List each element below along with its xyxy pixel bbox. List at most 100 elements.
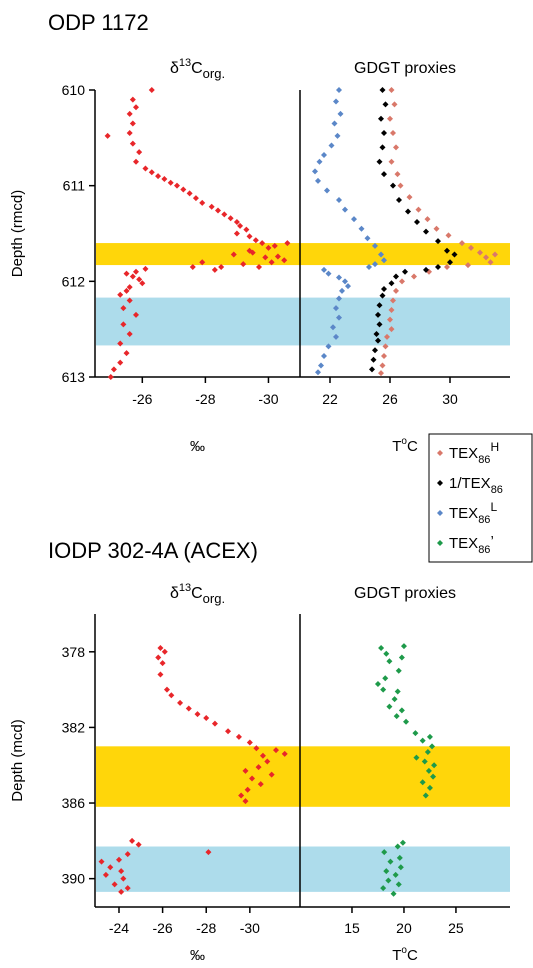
data-point xyxy=(383,650,390,657)
data-point xyxy=(316,158,323,165)
data-point xyxy=(379,362,386,369)
data-point xyxy=(257,781,264,788)
data-point xyxy=(208,203,215,210)
data-point xyxy=(218,263,225,270)
data-point xyxy=(411,273,417,280)
data-point xyxy=(161,175,168,182)
data-point xyxy=(424,216,431,223)
data-point xyxy=(423,266,429,273)
data-point xyxy=(133,158,139,165)
data-point xyxy=(124,851,131,858)
x-axis-label-permil: ‰ xyxy=(190,438,205,455)
data-point xyxy=(194,711,201,718)
data-point xyxy=(211,266,218,273)
y-axis-label: Depth (mcd) xyxy=(9,719,26,802)
data-point xyxy=(465,262,471,269)
data-point xyxy=(240,261,247,268)
data-point xyxy=(271,242,278,249)
data-point xyxy=(378,251,384,258)
x-axis-label-permil: ‰ xyxy=(190,947,205,964)
data-point xyxy=(157,645,164,652)
data-point xyxy=(139,280,146,287)
data-point xyxy=(148,87,155,93)
data-point xyxy=(129,96,136,103)
data-point xyxy=(126,284,133,291)
legend: TEX86H 1/TEX86 TEX86L TEX86’ xyxy=(428,433,533,563)
data-point xyxy=(117,291,124,298)
x-tick-label: -28 xyxy=(196,920,216,936)
data-point xyxy=(117,340,124,347)
data-point xyxy=(98,858,105,865)
data-point xyxy=(378,370,384,377)
x-tick-label: -30 xyxy=(240,920,260,936)
data-point xyxy=(273,747,280,754)
x-axis-label-temperature: ToC xyxy=(392,436,418,455)
data-point xyxy=(203,714,210,721)
data-point xyxy=(370,356,377,363)
y-tick-label: 382 xyxy=(62,719,86,735)
data-point xyxy=(435,238,441,245)
data-point xyxy=(163,686,170,693)
data-point xyxy=(379,144,386,151)
data-point xyxy=(126,110,133,117)
series-tex86h xyxy=(378,87,498,377)
data-point xyxy=(221,211,228,218)
data-point xyxy=(199,199,206,206)
data-point xyxy=(445,232,452,239)
legend-marker-1-tex86 xyxy=(437,480,443,486)
data-point xyxy=(399,278,405,285)
data-point xyxy=(180,186,187,193)
data-point xyxy=(174,182,180,189)
data-point xyxy=(117,359,124,366)
data-point xyxy=(366,263,372,270)
data-point xyxy=(129,273,136,280)
data-point xyxy=(459,240,465,247)
data-point xyxy=(336,197,342,204)
data-point xyxy=(237,222,244,229)
data-point xyxy=(431,762,438,769)
data-point xyxy=(399,839,406,846)
data-point xyxy=(372,242,378,249)
x-tick-label: 22 xyxy=(322,391,338,407)
legend-marker-tex86h xyxy=(437,450,443,456)
data-point xyxy=(133,311,139,318)
x-tick-label: 30 xyxy=(442,391,458,407)
legend-marker-tex86l xyxy=(437,510,443,516)
data-point xyxy=(339,287,345,294)
data-point xyxy=(120,875,127,882)
data-point xyxy=(433,225,440,232)
x-tick-label: 26 xyxy=(382,391,398,407)
data-point xyxy=(262,254,269,261)
left-panel-title: δ13Corg. xyxy=(170,57,225,81)
data-point xyxy=(249,249,256,256)
data-point xyxy=(167,179,174,186)
data-point xyxy=(372,347,378,354)
data-point xyxy=(268,771,275,778)
data-point xyxy=(376,158,383,165)
data-point xyxy=(242,767,249,774)
data-point xyxy=(259,240,266,247)
data-point xyxy=(185,705,192,712)
series-tex86 xyxy=(374,643,438,897)
data-point xyxy=(330,324,336,331)
data-point xyxy=(393,713,400,720)
data-point xyxy=(395,667,402,674)
data-point xyxy=(390,182,396,189)
data-point xyxy=(211,720,218,727)
chart-iodp-302-4a-acex: 378 382 386 390 Depth (mcd) δ13Corg. -24 -26 -28… xyxy=(9,582,510,964)
data-point xyxy=(444,263,450,270)
data-point xyxy=(233,219,240,226)
data-point xyxy=(381,130,387,137)
data-point xyxy=(391,696,398,703)
band-band_yellow xyxy=(96,243,510,266)
data-point xyxy=(375,311,381,318)
data-point xyxy=(256,263,262,270)
y-tick-label: 612 xyxy=(62,273,86,289)
data-point xyxy=(397,182,404,189)
data-point xyxy=(159,660,166,667)
data-point xyxy=(413,754,420,761)
data-point xyxy=(397,864,404,871)
data-point xyxy=(378,115,384,122)
data-point xyxy=(385,877,392,884)
